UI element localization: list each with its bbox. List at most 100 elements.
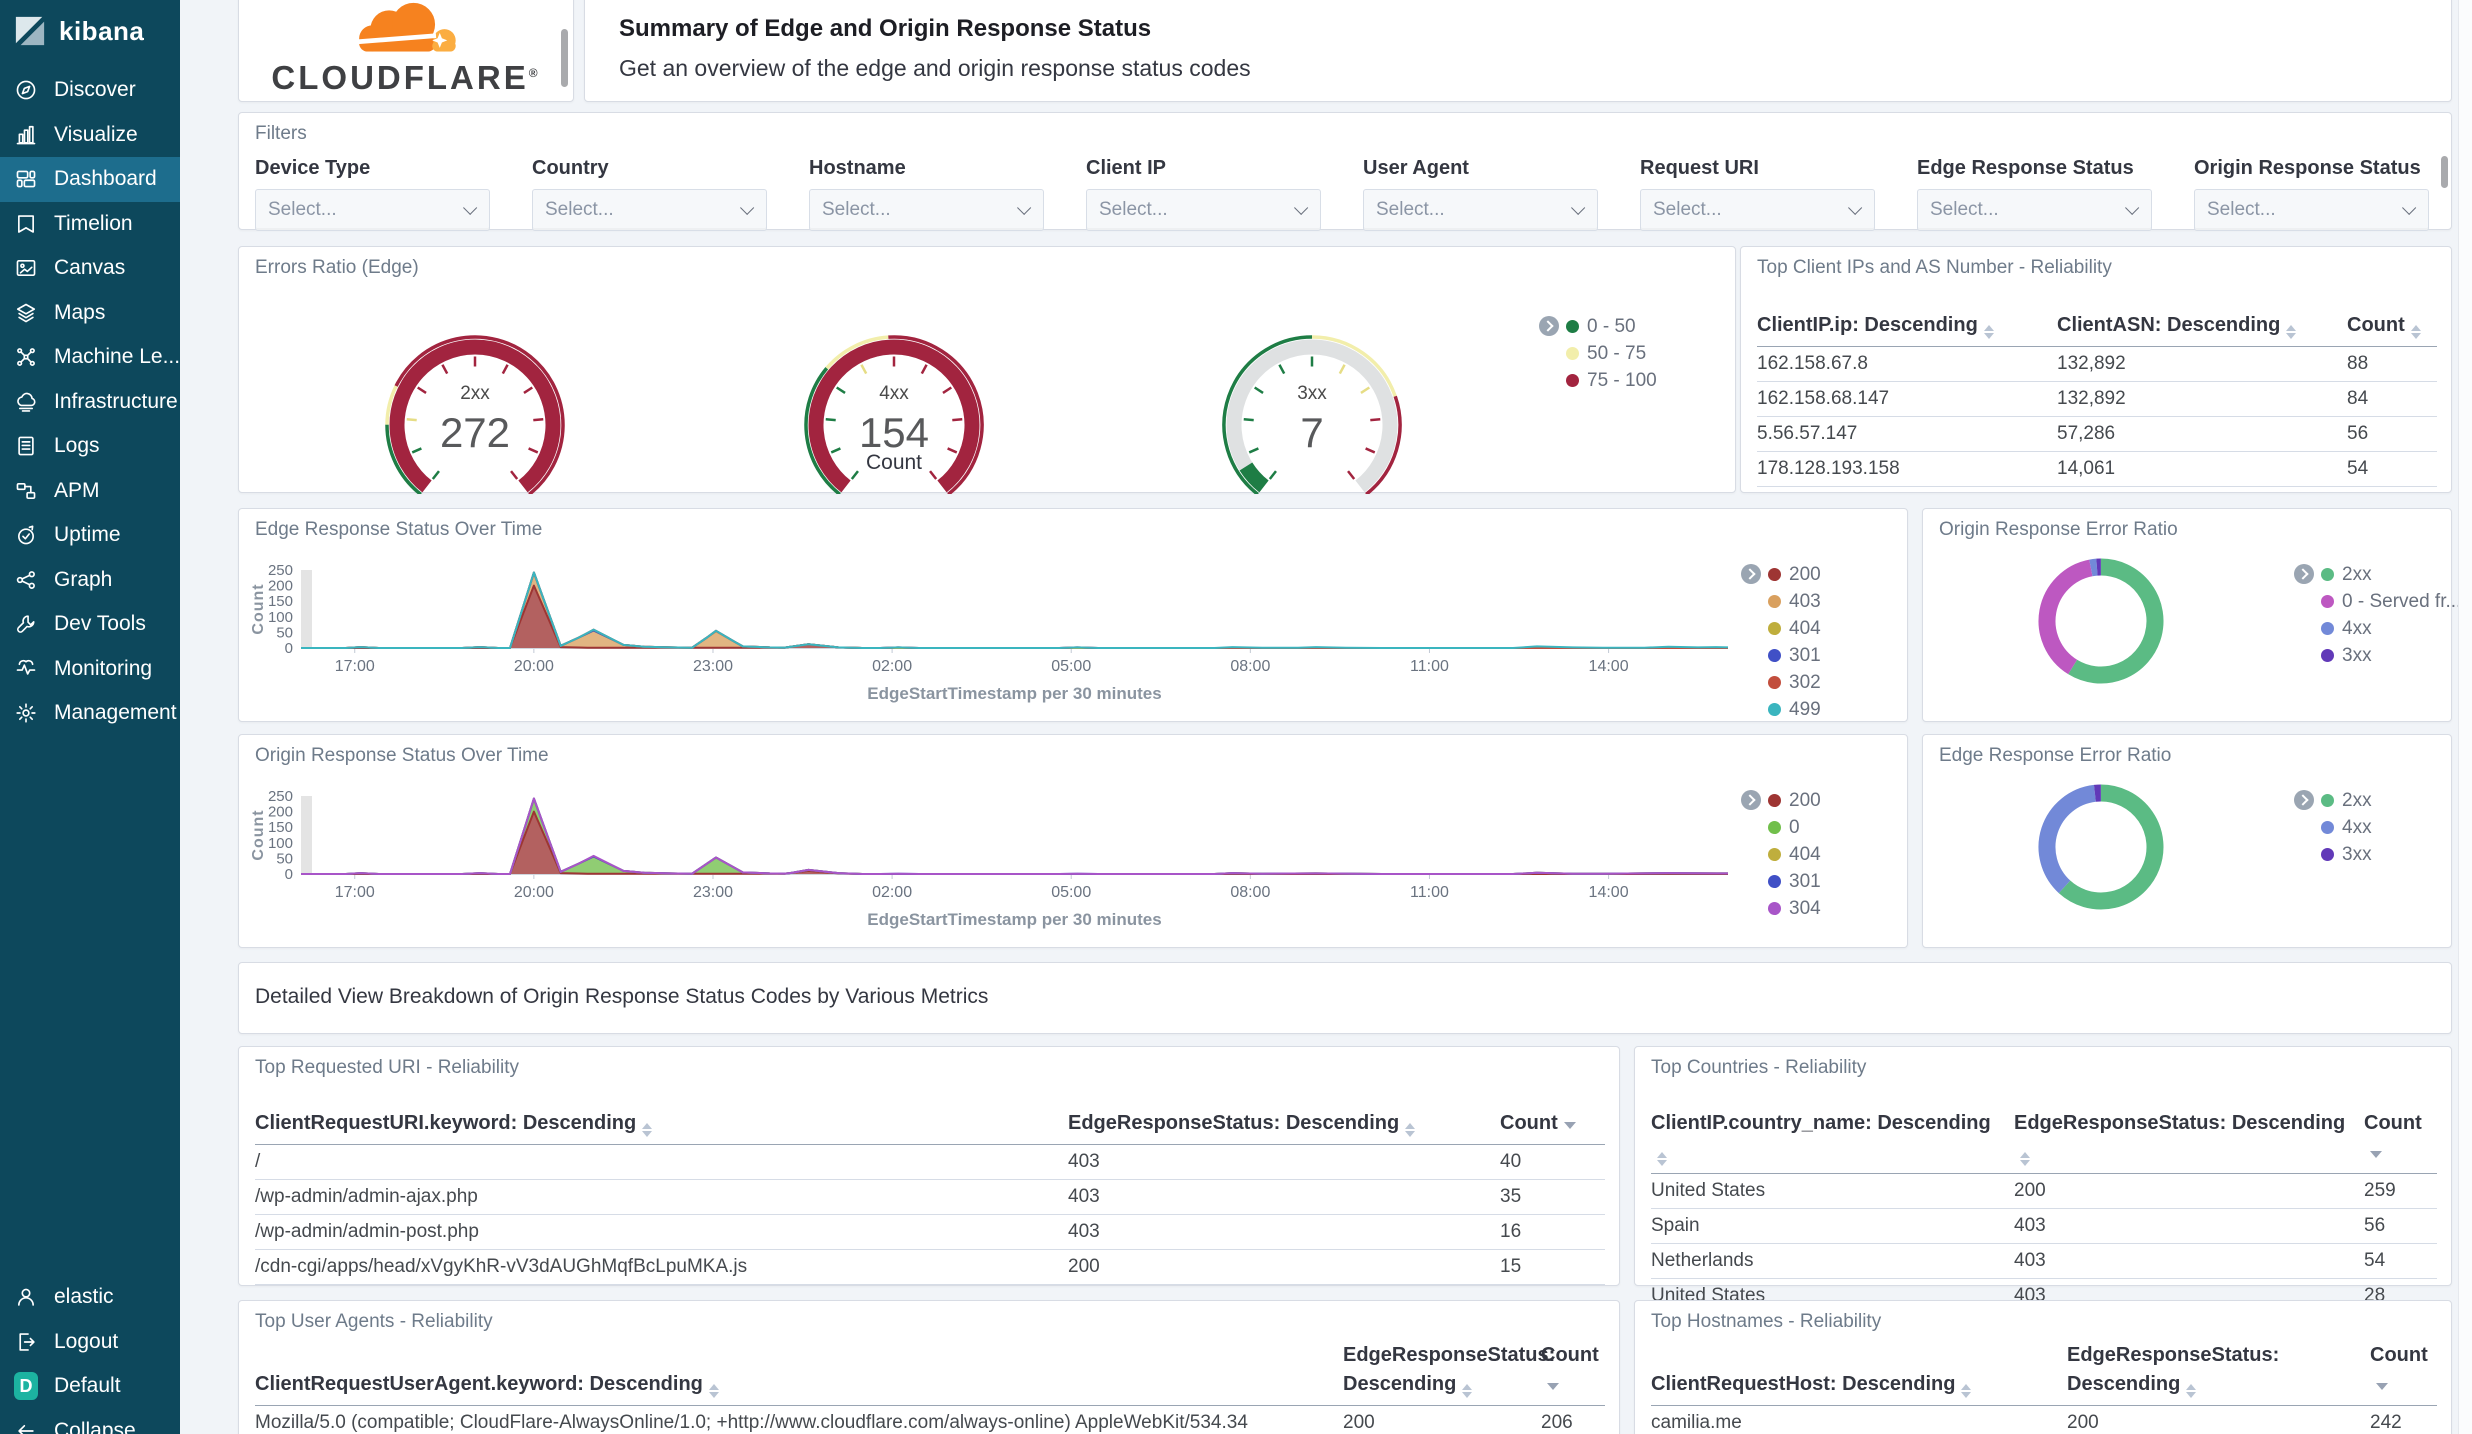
sidebar-item-collapse[interactable]: Collapse — [0, 1409, 180, 1434]
legend-item[interactable]: 2xx — [2321, 561, 2461, 588]
sidebar-item-graph[interactable]: Graph — [0, 558, 180, 603]
table-cell[interactable]: Mozilla/5.0 (compatible; CloudFlare-Alwa… — [255, 1412, 1248, 1433]
kibana-logo[interactable]: kibana — [0, 8, 180, 54]
table-cell[interactable]: 5.56.57.147 — [1757, 423, 1858, 444]
column-header[interactable]: EdgeResponseStatus: Descending — [1343, 1341, 1555, 1399]
table-cell[interactable]: /cdn-cgi/apps/head/xVgyKhR-vV3dAUGhMqfBc… — [255, 1256, 748, 1277]
sidebar-item-logs[interactable]: Logs — [0, 424, 180, 469]
device-type-select[interactable]: Select... — [255, 189, 490, 231]
client-ip-select[interactable]: Select... — [1086, 189, 1321, 231]
table-cell[interactable]: 132,892 — [2057, 388, 2126, 409]
legend-item[interactable]: 50 - 75 — [1566, 340, 1657, 367]
legend-item[interactable]: 200 — [1768, 787, 1821, 814]
edge-response-status-select[interactable]: Select... — [1917, 189, 2152, 231]
legend-item[interactable]: 403 — [1768, 588, 1821, 615]
legend-item[interactable]: 304 — [1768, 895, 1821, 922]
table-cell[interactable]: 40 — [1500, 1151, 1522, 1172]
sidebar-item-monitoring[interactable]: Monitoring — [0, 647, 180, 692]
sidebar-item-uptime[interactable]: Uptime — [0, 513, 180, 558]
legend-item[interactable]: 4xx — [2321, 814, 2372, 841]
table-cell[interactable]: 15 — [1500, 1256, 1522, 1277]
sidebar-item-maps[interactable]: Maps — [0, 291, 180, 336]
legend-item[interactable]: 3xx — [2321, 642, 2461, 669]
column-header[interactable]: ClientRequestURI.keyword: Descending — [255, 1109, 1068, 1138]
table-cell[interactable]: 162.158.67.8 — [1757, 353, 1868, 374]
legend-item[interactable]: 301 — [1768, 642, 1821, 669]
table-cell[interactable]: 84 — [2347, 388, 2369, 409]
legend-item[interactable]: 404 — [1768, 841, 1821, 868]
table-cell[interactable]: 56 — [2364, 1215, 2386, 1236]
column-header[interactable]: ClientIP.country_name: Descending — [1651, 1109, 2014, 1167]
column-header[interactable]: Count — [2347, 311, 2437, 340]
column-header[interactable]: ClientASN: Descending — [2057, 311, 2347, 340]
column-header[interactable]: EdgeResponseStatus: Descending — [1068, 1109, 1500, 1138]
user-agent-select[interactable]: Select... — [1363, 189, 1598, 231]
table-cell[interactable]: /wp-admin/admin-post.php — [255, 1221, 479, 1242]
legend-toggle-icon[interactable] — [2294, 564, 2314, 584]
legend-item[interactable]: 499 — [1768, 696, 1821, 723]
table-cell[interactable]: 54 — [2347, 458, 2369, 479]
table-cell[interactable]: 54 — [2364, 1250, 2386, 1271]
legend-item[interactable]: 301 — [1768, 868, 1821, 895]
sidebar-item-machine-le[interactable]: Machine Le... — [0, 335, 180, 380]
legend-toggle-icon[interactable] — [1741, 564, 1761, 584]
legend-item[interactable]: 0 - 50 — [1566, 313, 1657, 340]
column-header[interactable]: ClientIP.ip: Descending — [1757, 311, 2057, 340]
table-cell[interactable]: 200 — [2067, 1412, 2099, 1433]
legend-item[interactable]: 200 — [1768, 561, 1821, 588]
column-header[interactable]: Count — [2370, 1341, 2437, 1399]
legend-item[interactable]: 2xx — [2321, 787, 2372, 814]
legend-item[interactable]: 0 — [1768, 814, 1821, 841]
table-cell[interactable]: camilia.me — [1651, 1412, 1742, 1433]
table-cell[interactable]: /wp-admin/admin-ajax.php — [255, 1186, 478, 1207]
country-select[interactable]: Select... — [532, 189, 767, 231]
sidebar-item-logout[interactable]: Logout — [0, 1320, 180, 1365]
column-header[interactable]: Count — [1541, 1341, 1607, 1399]
column-header[interactable]: EdgeResponseStatus: Descending — [2014, 1109, 2364, 1167]
legend-item[interactable]: 0 - Served fr... — [2321, 588, 2461, 615]
sidebar-item-infrastructure[interactable]: Infrastructure — [0, 380, 180, 425]
table-cell[interactable]: 35 — [1500, 1186, 1522, 1207]
sidebar-item-default[interactable]: D Default — [0, 1364, 180, 1409]
panel-scrollbar-thumb[interactable] — [2441, 156, 2448, 188]
column-header[interactable]: Count — [1500, 1109, 1605, 1138]
table-cell[interactable]: 403 — [1068, 1151, 1100, 1172]
table-cell[interactable]: 206 — [1541, 1412, 1573, 1433]
sidebar-item-canvas[interactable]: Canvas — [0, 246, 180, 291]
table-cell[interactable]: 56 — [2347, 423, 2369, 444]
table-cell[interactable]: 162.158.68.147 — [1757, 388, 1890, 409]
table-cell[interactable]: 88 — [2347, 353, 2369, 374]
table-cell[interactable]: 403 — [1068, 1186, 1100, 1207]
sidebar-item-dev-tools[interactable]: Dev Tools — [0, 602, 180, 647]
table-cell[interactable]: 200 — [2014, 1180, 2046, 1201]
table-cell[interactable]: 242 — [2370, 1412, 2402, 1433]
legend-item[interactable]: 302 — [1768, 669, 1821, 696]
table-cell[interactable]: 178.128.193.158 — [1757, 458, 1900, 479]
column-header[interactable]: Count — [2364, 1109, 2437, 1167]
legend-toggle-icon[interactable] — [2294, 790, 2314, 810]
sidebar-item-visualize[interactable]: Visualize — [0, 113, 180, 158]
table-cell[interactable]: / — [255, 1151, 261, 1172]
sidebar-item-elastic[interactable]: elastic — [0, 1275, 180, 1320]
table-cell[interactable]: Netherlands — [1651, 1250, 1754, 1271]
legend-item[interactable]: 75 - 100 — [1566, 367, 1657, 394]
table-cell[interactable]: 403 — [2014, 1250, 2046, 1271]
table-cell[interactable]: 403 — [2014, 1215, 2046, 1236]
table-cell[interactable]: 403 — [1068, 1221, 1100, 1242]
table-cell[interactable]: 259 — [2364, 1180, 2396, 1201]
panel-scrollbar-thumb[interactable] — [561, 29, 568, 87]
column-header[interactable]: EdgeResponseStatus: Descending — [2067, 1341, 2370, 1399]
legend-toggle-icon[interactable] — [1539, 316, 1559, 336]
legend-item[interactable]: 3xx — [2321, 841, 2372, 868]
sidebar-item-discover[interactable]: Discover — [0, 68, 180, 113]
legend-item[interactable]: 4xx — [2321, 615, 2461, 642]
request-uri-select[interactable]: Select... — [1640, 189, 1875, 231]
sidebar-item-management[interactable]: Management — [0, 691, 180, 736]
legend-item[interactable]: 404 — [1768, 615, 1821, 642]
column-header[interactable]: ClientRequestHost: Descending — [1651, 1370, 2067, 1399]
table-cell[interactable]: Spain — [1651, 1215, 1700, 1236]
table-cell[interactable]: 57,286 — [2057, 423, 2116, 444]
sidebar-item-timelion[interactable]: Timelion — [0, 202, 180, 247]
table-cell[interactable]: 200 — [1343, 1412, 1375, 1433]
page-scrollbar[interactable] — [2458, 0, 2472, 1434]
